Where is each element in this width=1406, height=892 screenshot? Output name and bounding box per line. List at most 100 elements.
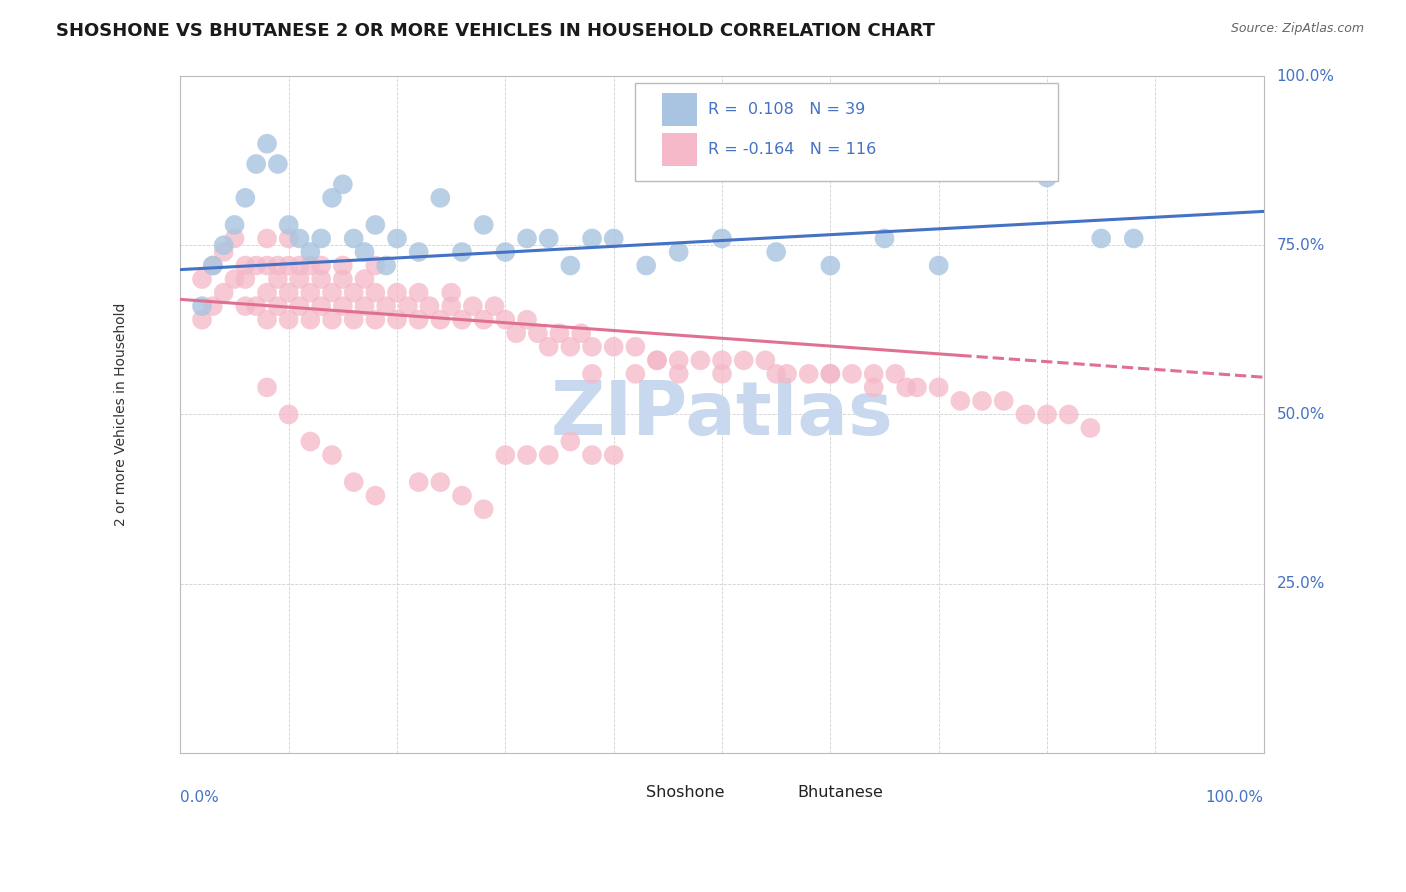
Point bbox=[353, 299, 375, 313]
Point bbox=[516, 312, 538, 326]
Point bbox=[451, 245, 474, 260]
Point bbox=[1014, 408, 1036, 422]
Point bbox=[299, 245, 322, 260]
Point bbox=[277, 218, 299, 232]
Point bbox=[235, 272, 257, 286]
Point bbox=[636, 259, 658, 273]
Point bbox=[212, 238, 235, 252]
Text: 0.0%: 0.0% bbox=[180, 790, 219, 805]
Point bbox=[440, 285, 463, 300]
Point bbox=[256, 380, 278, 394]
Point bbox=[1078, 421, 1101, 435]
Point bbox=[560, 434, 582, 449]
Point bbox=[256, 259, 278, 273]
Point bbox=[408, 475, 430, 490]
Point bbox=[332, 178, 354, 192]
Point bbox=[375, 299, 398, 313]
Point bbox=[581, 448, 603, 462]
Point bbox=[256, 285, 278, 300]
Point bbox=[288, 231, 311, 245]
Text: 50.0%: 50.0% bbox=[1277, 407, 1324, 422]
Point bbox=[645, 353, 668, 368]
Point bbox=[332, 272, 354, 286]
Point bbox=[408, 312, 430, 326]
Point bbox=[256, 136, 278, 151]
Point bbox=[820, 259, 842, 273]
Text: SHOSHONE VS BHUTANESE 2 OR MORE VEHICLES IN HOUSEHOLD CORRELATION CHART: SHOSHONE VS BHUTANESE 2 OR MORE VEHICLES… bbox=[56, 22, 935, 40]
Point bbox=[332, 259, 354, 273]
Text: 2 or more Vehicles in Household: 2 or more Vehicles in Household bbox=[114, 302, 128, 526]
Text: R = -0.164   N = 116: R = -0.164 N = 116 bbox=[709, 142, 876, 157]
Point bbox=[668, 353, 690, 368]
Point bbox=[353, 245, 375, 260]
Point bbox=[201, 259, 224, 273]
Point bbox=[201, 259, 224, 273]
Point bbox=[364, 218, 387, 232]
Point bbox=[385, 285, 408, 300]
Point bbox=[408, 245, 430, 260]
Point bbox=[451, 312, 474, 326]
Point bbox=[548, 326, 571, 341]
Point bbox=[277, 231, 299, 245]
Point bbox=[277, 259, 299, 273]
Point bbox=[905, 380, 928, 394]
Point bbox=[418, 299, 440, 313]
Point bbox=[299, 285, 322, 300]
Point bbox=[602, 340, 624, 354]
Point bbox=[472, 312, 495, 326]
Point bbox=[245, 157, 267, 171]
Point bbox=[440, 299, 463, 313]
Text: 100.0%: 100.0% bbox=[1206, 790, 1264, 805]
Point bbox=[537, 340, 560, 354]
Point bbox=[332, 299, 354, 313]
Point bbox=[668, 245, 690, 260]
Point bbox=[949, 393, 972, 408]
Point bbox=[494, 312, 516, 326]
Point bbox=[797, 367, 820, 381]
Text: Bhutanese: Bhutanese bbox=[797, 785, 884, 800]
Text: R =  0.108   N = 39: R = 0.108 N = 39 bbox=[709, 103, 865, 117]
Point bbox=[408, 285, 430, 300]
Point bbox=[267, 272, 290, 286]
Point bbox=[527, 326, 550, 341]
Bar bbox=[662, 133, 697, 166]
Point bbox=[212, 285, 235, 300]
Point bbox=[321, 285, 343, 300]
Bar bbox=[759, 782, 790, 804]
Point bbox=[624, 340, 647, 354]
Text: Source: ZipAtlas.com: Source: ZipAtlas.com bbox=[1230, 22, 1364, 36]
Point bbox=[201, 299, 224, 313]
Point bbox=[235, 259, 257, 273]
Point bbox=[733, 353, 755, 368]
Point bbox=[624, 367, 647, 381]
Point bbox=[862, 380, 884, 394]
Point bbox=[560, 259, 582, 273]
Point bbox=[343, 231, 366, 245]
Point bbox=[516, 448, 538, 462]
Point bbox=[1036, 408, 1059, 422]
Point bbox=[385, 231, 408, 245]
Point bbox=[472, 502, 495, 516]
Point bbox=[191, 299, 214, 313]
Point bbox=[581, 231, 603, 245]
Point bbox=[711, 231, 734, 245]
Point bbox=[191, 312, 214, 326]
Point bbox=[235, 299, 257, 313]
Point bbox=[309, 259, 332, 273]
Point bbox=[343, 285, 366, 300]
Point bbox=[765, 245, 787, 260]
Point bbox=[581, 340, 603, 354]
Point bbox=[754, 353, 776, 368]
Point bbox=[309, 231, 332, 245]
Point bbox=[343, 475, 366, 490]
Point bbox=[288, 272, 311, 286]
Point bbox=[235, 191, 257, 205]
Point bbox=[873, 231, 896, 245]
Point bbox=[711, 353, 734, 368]
Text: 75.0%: 75.0% bbox=[1277, 238, 1324, 252]
Point bbox=[928, 380, 950, 394]
Point bbox=[353, 272, 375, 286]
Text: 100.0%: 100.0% bbox=[1277, 69, 1334, 84]
Bar bbox=[609, 782, 638, 804]
Text: Shoshone: Shoshone bbox=[647, 785, 724, 800]
